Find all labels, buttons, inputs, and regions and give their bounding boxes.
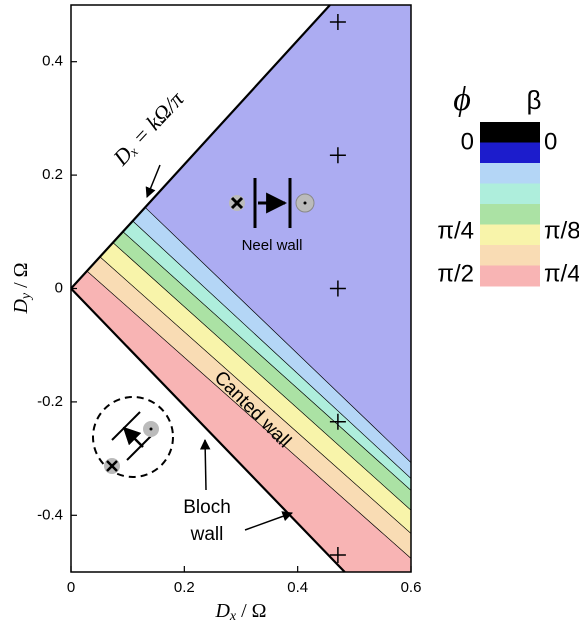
arrow xyxy=(205,440,206,490)
colorbar-swatch xyxy=(480,245,540,266)
colorbar-swatch xyxy=(480,266,540,287)
phi-label: π/4 xyxy=(437,217,474,244)
legend-beta: β xyxy=(527,85,542,115)
bloch-icon xyxy=(93,397,173,477)
beta-label: π/8 xyxy=(544,217,579,244)
colorbar-swatch xyxy=(480,225,540,246)
plot-area xyxy=(71,5,411,572)
y-tick-label: 0.4 xyxy=(42,53,63,70)
boundary-label: Dₓ = kΩ/π xyxy=(107,86,189,171)
x-tick-label: 0.6 xyxy=(401,579,422,596)
colorbar-swatch xyxy=(480,204,540,225)
x-tick-label: 0 xyxy=(67,579,75,596)
x-axis-label: Dx / Ω xyxy=(214,600,266,625)
y-tick-label: -0.2 xyxy=(37,393,63,410)
colorbar-swatch xyxy=(480,163,540,184)
y-axis-label: Dy / Ω xyxy=(10,262,35,314)
phi-label: 0 xyxy=(461,128,474,155)
colorbar: 0 π/4 π/2 0 π/8 π/4 xyxy=(437,122,579,287)
y-tick-label: 0.2 xyxy=(42,166,63,183)
legend-phi: ϕ xyxy=(453,81,471,118)
x-tick-label: 0.2 xyxy=(174,579,195,596)
y-tick-label: -0.4 xyxy=(37,506,63,523)
y-tick-label: 0 xyxy=(55,279,63,296)
colorbar-swatch xyxy=(480,122,540,143)
beta-label: 0 xyxy=(544,128,557,155)
x-tick-label: 0.4 xyxy=(287,579,308,596)
chart: Dx / Ω Dy / Ω Dₓ = kΩ/π Neel wall Canted… xyxy=(0,0,579,633)
phi-label: π/2 xyxy=(437,260,474,287)
colorbar-swatch xyxy=(480,184,540,205)
beta-label: π/4 xyxy=(544,260,579,287)
neel-label: Neel wall xyxy=(242,237,303,254)
colorbar-swatch xyxy=(480,143,540,164)
arrow xyxy=(245,513,292,530)
